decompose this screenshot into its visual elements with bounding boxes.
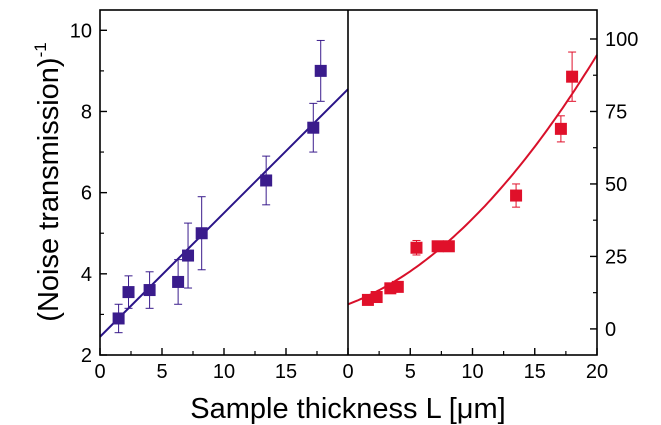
right-tick-labels: 0 5 10 15 20 0 25 50 75 100	[342, 29, 638, 383]
y-axis-title-superscript: -1	[31, 42, 50, 57]
x-axis-title: Sample thickness L [μm]	[190, 393, 505, 425]
left-y-tick-label: 4	[81, 264, 92, 286]
right-data-point	[391, 280, 404, 293]
right-data-point	[442, 240, 455, 253]
right-y-tick-label: 0	[605, 319, 616, 341]
left-data-point	[182, 249, 195, 262]
left-data-point	[122, 286, 135, 299]
left-ticks	[99, 29, 318, 356]
left-linear-fit-line	[99, 88, 349, 338]
right-y-tick-label: 100	[605, 29, 638, 51]
left-data-point	[307, 121, 320, 134]
right-data-point	[370, 291, 383, 304]
right-x-tick-label: 5	[405, 361, 416, 383]
left-data-point	[172, 275, 185, 288]
y-axis-title: (Noise transmission)	[33, 57, 65, 321]
right-data-points	[361, 70, 579, 306]
svg-text:(Noise transmission)-1: (Noise transmission)-1	[31, 42, 65, 321]
right-panel: 0 5 10 15 20 0 25 50 75 100	[342, 29, 638, 383]
right-quadratic-fit-curve	[347, 54, 598, 306]
right-data-point	[566, 70, 579, 83]
left-y-tick-label: 6	[81, 183, 92, 205]
left-data-points	[112, 64, 327, 325]
right-y-tick-label: 50	[605, 174, 627, 196]
left-data-point	[195, 227, 208, 240]
left-data-point	[314, 64, 327, 77]
right-data-point	[554, 122, 567, 135]
left-y-tick-label: 8	[81, 101, 92, 123]
right-y-tick-label: 25	[605, 246, 627, 268]
right-ticks	[347, 38, 598, 355]
right-error-bars	[412, 51, 577, 256]
left-y-tick-label: 2	[81, 345, 92, 367]
left-y-tick-label: 10	[70, 20, 92, 42]
right-data-point	[510, 189, 523, 202]
right-x-tick-label: 20	[586, 361, 608, 383]
y-axis-title-group: (Noise transmission)-1	[31, 42, 65, 321]
left-x-tick-label: 0	[94, 361, 105, 383]
left-x-tick-label: 5	[156, 361, 167, 383]
left-data-point	[112, 312, 125, 325]
left-x-tick-label: 10	[213, 361, 235, 383]
left-data-point	[143, 284, 156, 297]
right-data-point	[410, 241, 423, 254]
right-x-tick-label: 0	[342, 361, 353, 383]
right-y-tick-label: 75	[605, 101, 627, 123]
right-x-tick-label: 10	[461, 361, 483, 383]
left-panel: 0 5 10 15 2 4 6 8 10	[70, 20, 349, 383]
right-x-tick-label: 15	[524, 361, 546, 383]
left-data-point	[260, 174, 273, 187]
left-x-tick-label: 15	[275, 361, 297, 383]
right-data-point	[431, 240, 444, 253]
left-tick-labels: 0 5 10 15 2 4 6 8 10	[70, 20, 297, 383]
